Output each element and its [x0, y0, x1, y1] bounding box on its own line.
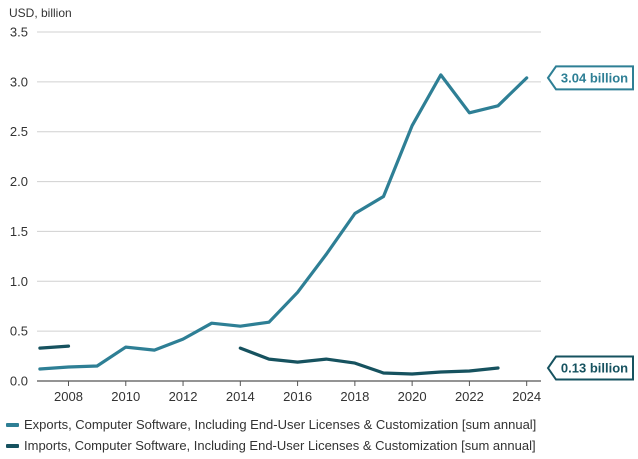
- legend-label-imports: Imports, Computer Software, Including En…: [24, 438, 536, 453]
- legend-label-exports: Exports, Computer Software, Including En…: [24, 417, 537, 432]
- exports-callout: 3.04 billion: [546, 65, 634, 91]
- x-tick-label: 2008: [54, 389, 83, 404]
- grid-lines: [37, 31, 541, 382]
- y-tick-label: 3.5: [10, 25, 28, 40]
- x-tick-label: 2016: [283, 389, 312, 404]
- imports-callout-text: 0.13 billion: [561, 361, 628, 376]
- x-tick-label: 2018: [340, 389, 369, 404]
- legend: Exports, Computer Software, Including En…: [6, 414, 536, 456]
- y-tick-label: 1.0: [10, 274, 28, 289]
- imports-callout-box: [546, 355, 634, 381]
- value-callouts: 3.04 billion 0.13 billion: [546, 65, 634, 381]
- y-tick-label: 3.0: [10, 74, 28, 89]
- imports-line-segment: [38, 344, 71, 350]
- y-axis-unit-label: USD, billion: [9, 6, 72, 20]
- y-tick-label: 0.5: [10, 324, 28, 339]
- exports-line: [38, 73, 529, 371]
- imports-callout: 0.13 billion: [546, 355, 634, 381]
- legend-swatch-imports: [6, 443, 19, 448]
- y-axis-ticks: 0.0 0.5 1.0 1.5 2.0 2.5 3.0 3.5: [10, 25, 28, 389]
- x-tick-label: 2012: [169, 389, 198, 404]
- x-tick-label: 2024: [512, 389, 541, 404]
- y-tick-label: 1.5: [10, 224, 28, 239]
- exports-callout-box: [546, 65, 634, 91]
- x-tick-label: 2020: [398, 389, 427, 404]
- y-tick-label: 2.5: [10, 124, 28, 139]
- legend-swatch-exports: [6, 422, 19, 427]
- x-axis-ticks: 2008 2010 2012 2014 2016 2018 2020 2022 2024: [54, 381, 541, 404]
- imports-line-segment: [238, 346, 500, 376]
- legend-item-imports[interactable]: Imports, Computer Software, Including En…: [6, 435, 536, 456]
- y-tick-label: 2.0: [10, 174, 28, 189]
- exports-callout-text: 3.04 billion: [561, 70, 628, 85]
- x-tick-label: 2022: [455, 389, 484, 404]
- x-tick-label: 2014: [226, 389, 255, 404]
- series-lines: [38, 73, 529, 376]
- x-tick-label: 2010: [111, 389, 140, 404]
- y-tick-label: 0.0: [10, 374, 28, 389]
- legend-item-exports[interactable]: Exports, Computer Software, Including En…: [6, 414, 536, 435]
